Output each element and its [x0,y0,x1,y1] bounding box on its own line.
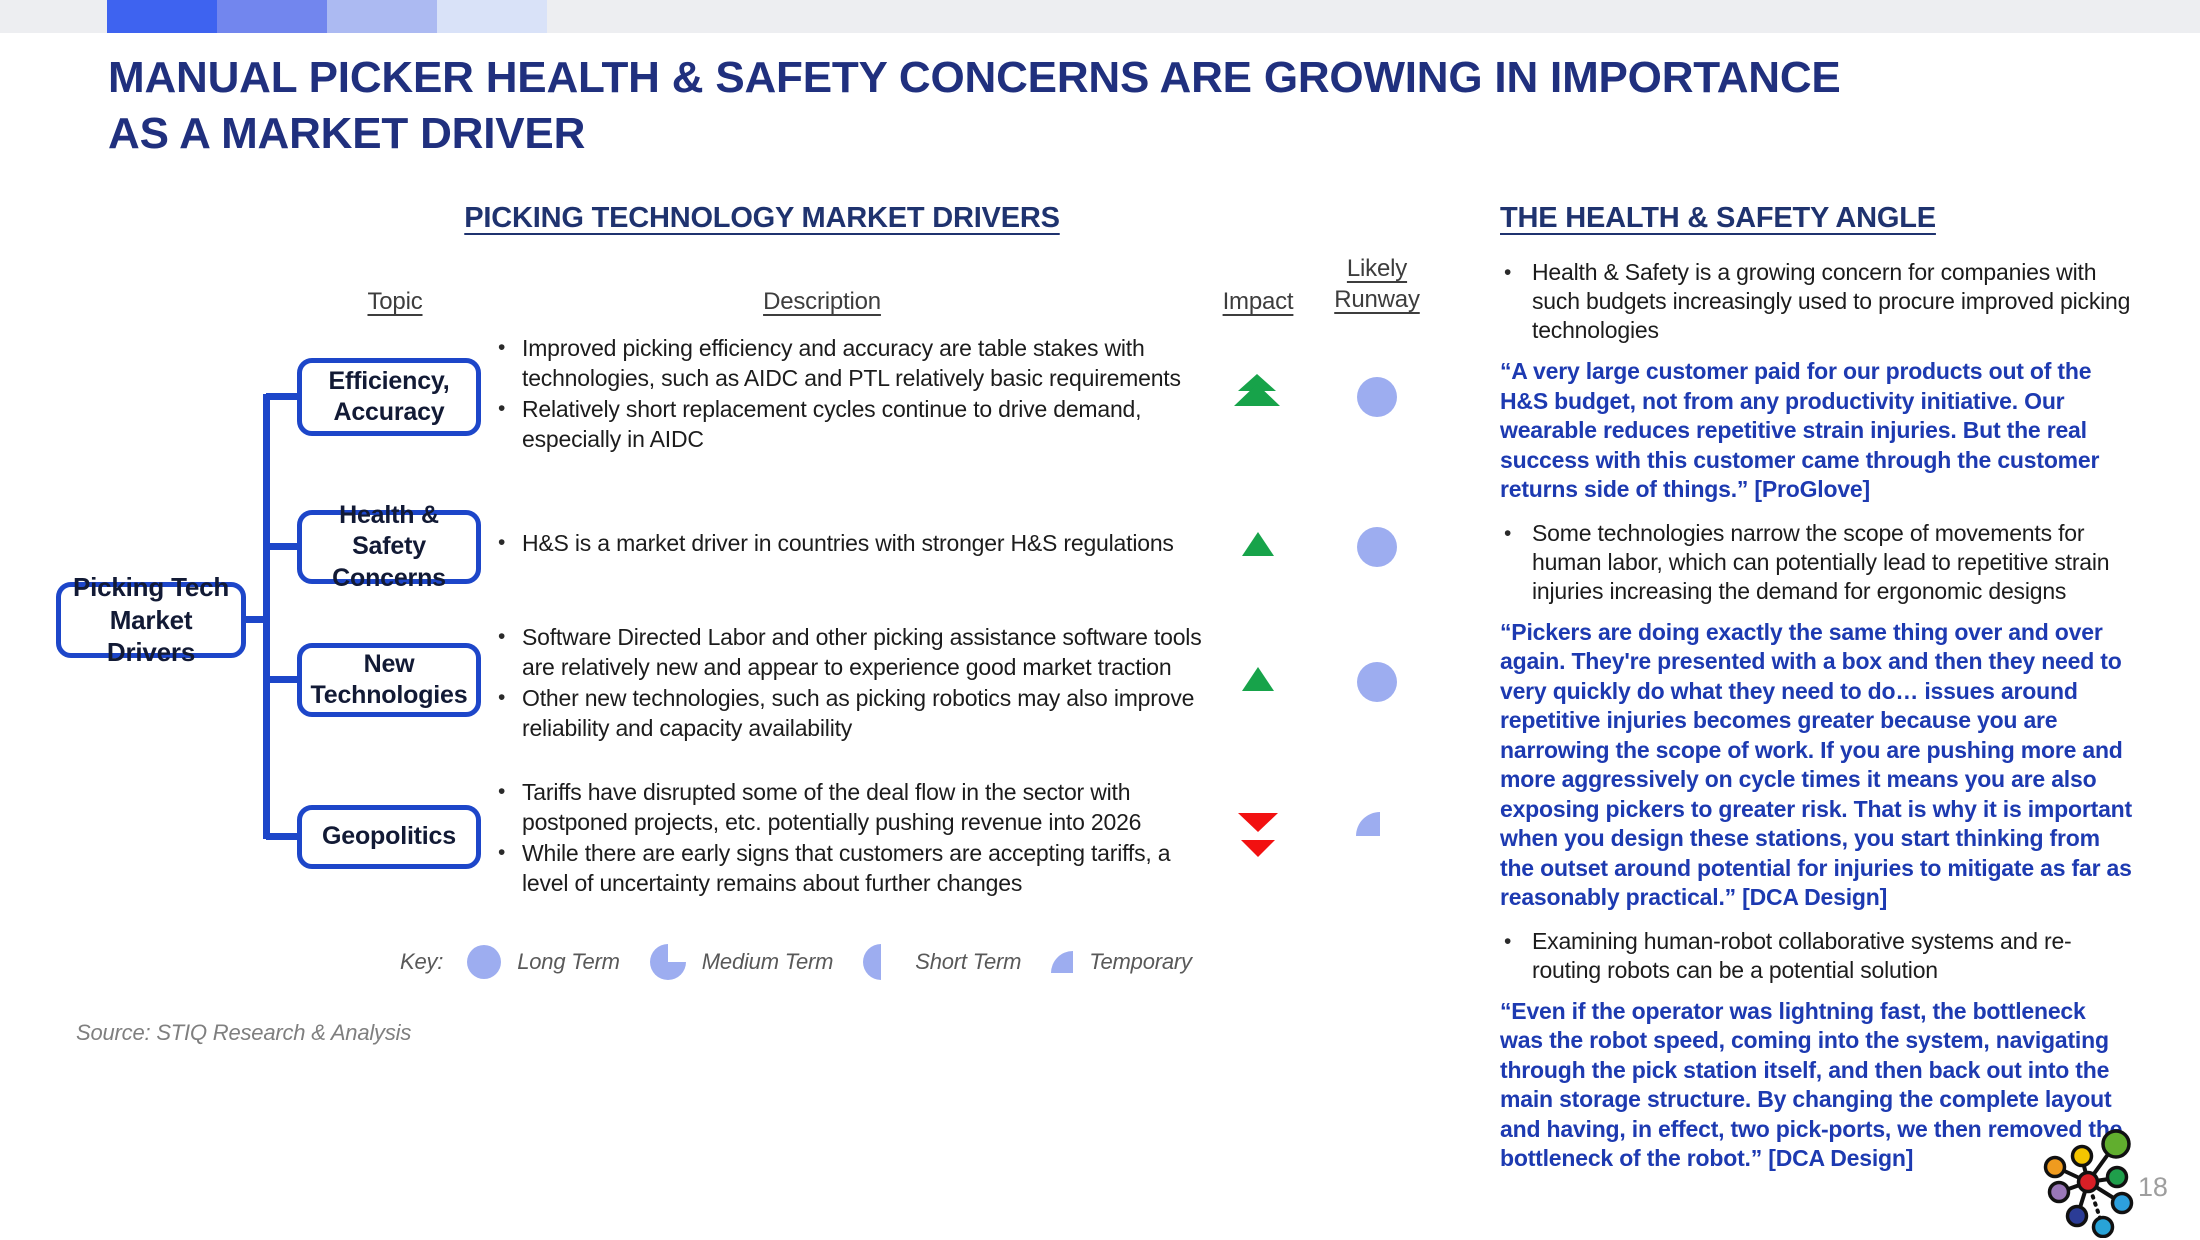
key-legend: Key: Long Term Medium Term Short Term Te… [400,944,1222,980]
key-item-label: Short Term [915,949,1022,974]
quarter-circle-icon [1051,951,1074,973]
key-item-label: Temporary [1089,949,1192,974]
bullet-item: Examining human-robot collaborative syst… [1500,927,2132,985]
right-panel-heading: THE HEALTH & SAFETY ANGLE [1500,202,1936,234]
description-item: While there are early signs that custome… [492,838,1217,898]
source-note: Source: STIQ Research & Analysis [76,1020,412,1045]
full-circle-icon [1357,527,1397,567]
page-number: 18 [2138,1172,2168,1202]
up-triangle-icon [1240,530,1276,563]
stiq-logo [2038,1128,2142,1240]
left-panel-heading: PICKING TECHNOLOGY MARKET DRIVERS [464,202,1060,234]
accent-block-4 [437,0,547,33]
key-label: Key: [400,949,444,974]
bullet-item: Some technologies narrow the scope of mo… [1500,519,2132,606]
description-item: Improved picking efficiency and accuracy… [492,333,1217,393]
tree-branch-connector-3 [266,676,300,683]
root-node-box: Picking Tech Market Drivers [56,572,246,667]
key-item-short-term: Short Term [863,944,1021,980]
three-quarter-circle-icon [649,944,686,980]
description-item: H&S is a market driver in countries with… [492,528,1217,558]
accent-block-1 [107,0,217,33]
full-circle-icon [1357,662,1397,702]
description-list-row-1: Improved picking efficiency and accuracy… [492,333,1217,455]
tree-root-connector [243,616,267,623]
right-panel: Health & Safety is a growing concern for… [1500,248,2132,1188]
description-item: Other new technologies, such as picking … [492,683,1217,743]
quarter-circle-icon [1356,812,1380,836]
slide-title: MANUAL PICKER HEALTH & SAFETY CONCERNS A… [108,53,1841,159]
tree-branch-connector-1 [266,393,300,400]
column-header-runway: Likely Runway [1334,255,1420,314]
key-item-medium-term: Medium Term [649,944,834,980]
description-list-row-2: H&S is a market driver in countries with… [492,528,1217,559]
description-list-row-4: Tariffs have disrupted some of the deal … [492,777,1217,899]
description-item: Tariffs have disrupted some of the deal … [492,777,1217,837]
key-item-long-term: Long Term [467,945,620,979]
quote-text: “Even if the operator was lightning fast… [1500,997,2123,1172]
description-list-row-3: Software Directed Labor and other pickin… [492,622,1217,744]
double-down-triangle-icon [1237,812,1279,863]
key-item-label: Long Term [517,949,620,974]
column-header-description: Description [763,288,881,315]
tree-branch-connector-4 [266,833,300,840]
accent-block-3 [327,0,437,33]
tree-branch-connector-2 [266,543,300,550]
topic-box-new-technologies: New Technologies [297,643,481,717]
bullet-item: Health & Safety is a growing concern for… [1500,258,2132,345]
full-circle-icon [467,945,502,979]
up-triangle-icon [1240,665,1276,698]
quote-text: “Pickers are doing exactly the same thin… [1500,618,2132,911]
description-item: Relatively short replacement cycles cont… [492,394,1217,454]
double-up-triangle-icon [1233,373,1281,418]
description-item: Software Directed Labor and other pickin… [492,622,1217,682]
full-circle-icon [1357,377,1397,417]
column-header-topic: Topic [367,288,423,315]
quote-text: “A very large customer paid for our prod… [1500,358,2100,502]
topic-box-geopolitics: Geopolitics [297,805,481,869]
accent-block-2 [217,0,327,33]
top-accent-bar [0,0,2200,33]
topic-box-efficiency-accuracy: Efficiency, Accuracy [297,358,481,436]
key-item-temporary: Temporary [1051,949,1192,975]
key-item-label: Medium Term [701,949,834,974]
column-header-impact: Impact [1222,288,1294,315]
half-circle-icon [863,944,900,980]
topic-box-health-safety-concerns: Health & Safety Concerns [297,501,481,592]
